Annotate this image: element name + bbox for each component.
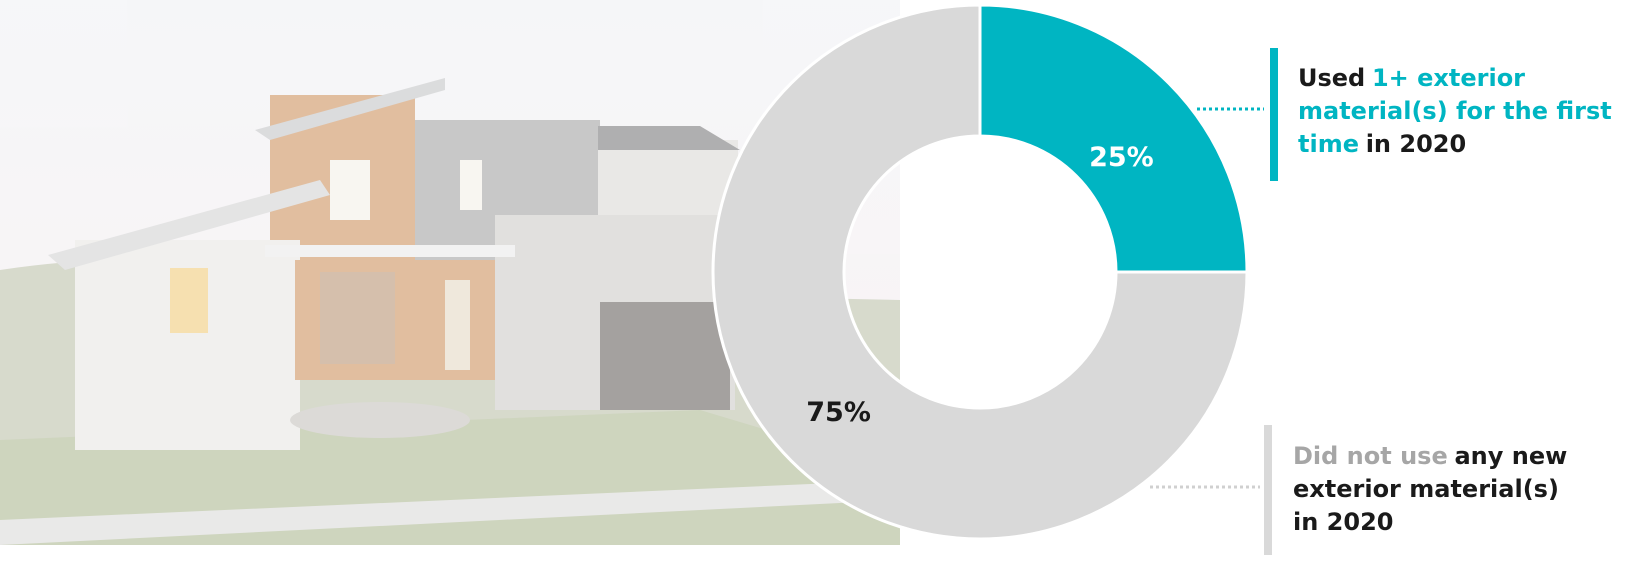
data-label: 25% — [1089, 142, 1154, 173]
legend-bar — [1264, 425, 1272, 555]
legend-text: in 2020 — [1365, 130, 1467, 158]
donut-slice — [711, 3, 1249, 541]
legend-text: 1+ exterior material(s) for the first ti… — [1298, 64, 1612, 158]
legend-entry: Used 1+ exterior material(s) for the firs… — [1298, 62, 1648, 161]
legend-text: Used — [1298, 64, 1366, 92]
legend-text: any new exterior material(s) in 2020 — [1293, 442, 1568, 536]
legend-bar — [1270, 48, 1278, 181]
legend-entry: Did not use any new exterior material(s) … — [1293, 440, 1583, 539]
legend-text: Did not use — [1293, 442, 1448, 470]
house-photo — [0, 0, 900, 545]
donut-slice — [978, 3, 1249, 274]
data-label: 75% — [806, 397, 871, 428]
